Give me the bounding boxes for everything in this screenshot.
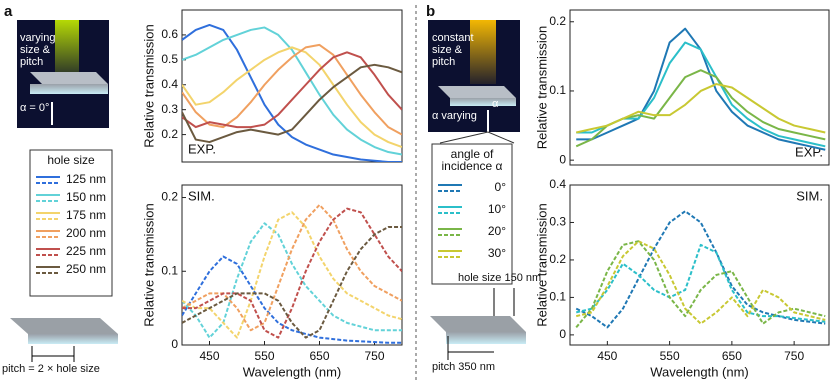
series-line xyxy=(182,23,402,162)
y-tick-label: 0.1 xyxy=(549,83,566,97)
plot-frame xyxy=(181,184,403,346)
y-axis-label: Relative transmission xyxy=(141,24,156,148)
legend-label: 30° xyxy=(488,246,506,260)
y-tick-label: 0.3 xyxy=(549,215,566,229)
y-tick-label: 0 xyxy=(559,327,566,341)
beam xyxy=(470,20,496,84)
x-tick-label: 550 xyxy=(254,349,274,363)
series-line xyxy=(182,226,402,339)
series-line xyxy=(182,26,402,156)
annotation: SIM. xyxy=(796,188,823,203)
legend-label: 125 nm xyxy=(66,172,106,186)
series-line xyxy=(182,211,402,339)
legend-label: 0° xyxy=(495,180,507,194)
annotation: EXP. xyxy=(188,141,216,156)
pointer xyxy=(487,131,515,144)
y-tick-label: 0.2 xyxy=(161,190,178,204)
plot-frame xyxy=(569,9,830,166)
slab xyxy=(28,334,118,344)
plot-frame xyxy=(569,184,830,346)
y-tick-label: 0.2 xyxy=(161,127,178,141)
x-tick-label: 650 xyxy=(309,349,329,363)
series-line xyxy=(182,46,402,148)
y-tick-label: 0.1 xyxy=(161,263,178,277)
schematic-caption: constant size & pitch xyxy=(432,32,474,68)
series-line xyxy=(575,69,826,148)
schematic-pitch: pitch = 2 × hole size xyxy=(2,363,100,375)
series-line xyxy=(575,210,826,329)
series-line xyxy=(182,63,402,144)
x-tick-label: 750 xyxy=(784,349,804,363)
y-tick-label: 0 xyxy=(559,152,566,166)
slab xyxy=(30,84,108,94)
x-axis-label: Wavelength (nm) xyxy=(650,364,749,379)
schematic-angle: α varying xyxy=(432,110,477,122)
series-line xyxy=(182,203,402,332)
y-axis-label: Relative transmission xyxy=(534,203,549,327)
schematic-pitch: pitch 350 nm xyxy=(432,361,495,373)
legend-title: angle of incidence α xyxy=(441,147,503,173)
annotation: SIM. xyxy=(188,188,215,203)
y-axis-label: Relative transmission xyxy=(141,203,156,327)
legend-title: hole size xyxy=(47,153,95,167)
y-tick-label: 0.4 xyxy=(549,177,566,191)
y-tick-label: 0.2 xyxy=(549,252,566,266)
x-tick-label: 450 xyxy=(597,349,617,363)
y-tick-label: 0.4 xyxy=(161,77,178,91)
legend-label: 175 nm xyxy=(66,208,106,222)
series-line xyxy=(575,240,826,329)
panel-label: a xyxy=(4,3,13,20)
series-line xyxy=(182,222,402,339)
x-tick-label: 450 xyxy=(199,349,219,363)
schematic-hole: hole size 150 nm xyxy=(458,272,542,284)
y-tick-label: 0.3 xyxy=(161,102,178,116)
legend-label: 20° xyxy=(488,224,506,238)
slab xyxy=(30,72,108,84)
schematic-caption: varying size & pitch xyxy=(20,32,56,68)
legend-label: 10° xyxy=(488,202,506,216)
series-line xyxy=(182,43,402,136)
y-tick-label: 0.5 xyxy=(161,52,178,66)
beam xyxy=(55,20,79,80)
legend-box xyxy=(29,149,113,297)
legend-label: 200 nm xyxy=(66,226,106,240)
y-tick-label: 0 xyxy=(171,337,178,351)
slab xyxy=(430,316,526,332)
series-line xyxy=(575,243,826,323)
y-tick-label: 0.1 xyxy=(549,290,566,304)
x-tick-label: 750 xyxy=(364,349,384,363)
legend-label: 225 nm xyxy=(66,244,106,258)
pointer xyxy=(439,131,489,144)
x-tick-label: 650 xyxy=(722,349,742,363)
schematic-angle: α = 0° xyxy=(20,102,50,114)
series-line xyxy=(575,240,826,325)
series-line xyxy=(182,207,402,339)
series-line xyxy=(576,83,826,134)
panel-label: b xyxy=(426,3,435,20)
series-line xyxy=(182,51,402,129)
x-axis-label: Wavelength (nm) xyxy=(243,364,342,379)
slab xyxy=(446,332,526,344)
series-line xyxy=(182,255,402,344)
slab xyxy=(450,98,516,106)
schematic-alpha: α xyxy=(492,98,499,110)
slab xyxy=(438,86,516,98)
slab xyxy=(10,318,118,334)
y-tick-label: 0.6 xyxy=(161,27,178,41)
x-tick-label: 550 xyxy=(660,349,680,363)
legend-label: 250 nm xyxy=(66,262,106,276)
legend-label: 150 nm xyxy=(66,190,106,204)
y-tick-label: 0.2 xyxy=(549,14,566,28)
y-axis-label: Relative transmission xyxy=(534,26,549,150)
